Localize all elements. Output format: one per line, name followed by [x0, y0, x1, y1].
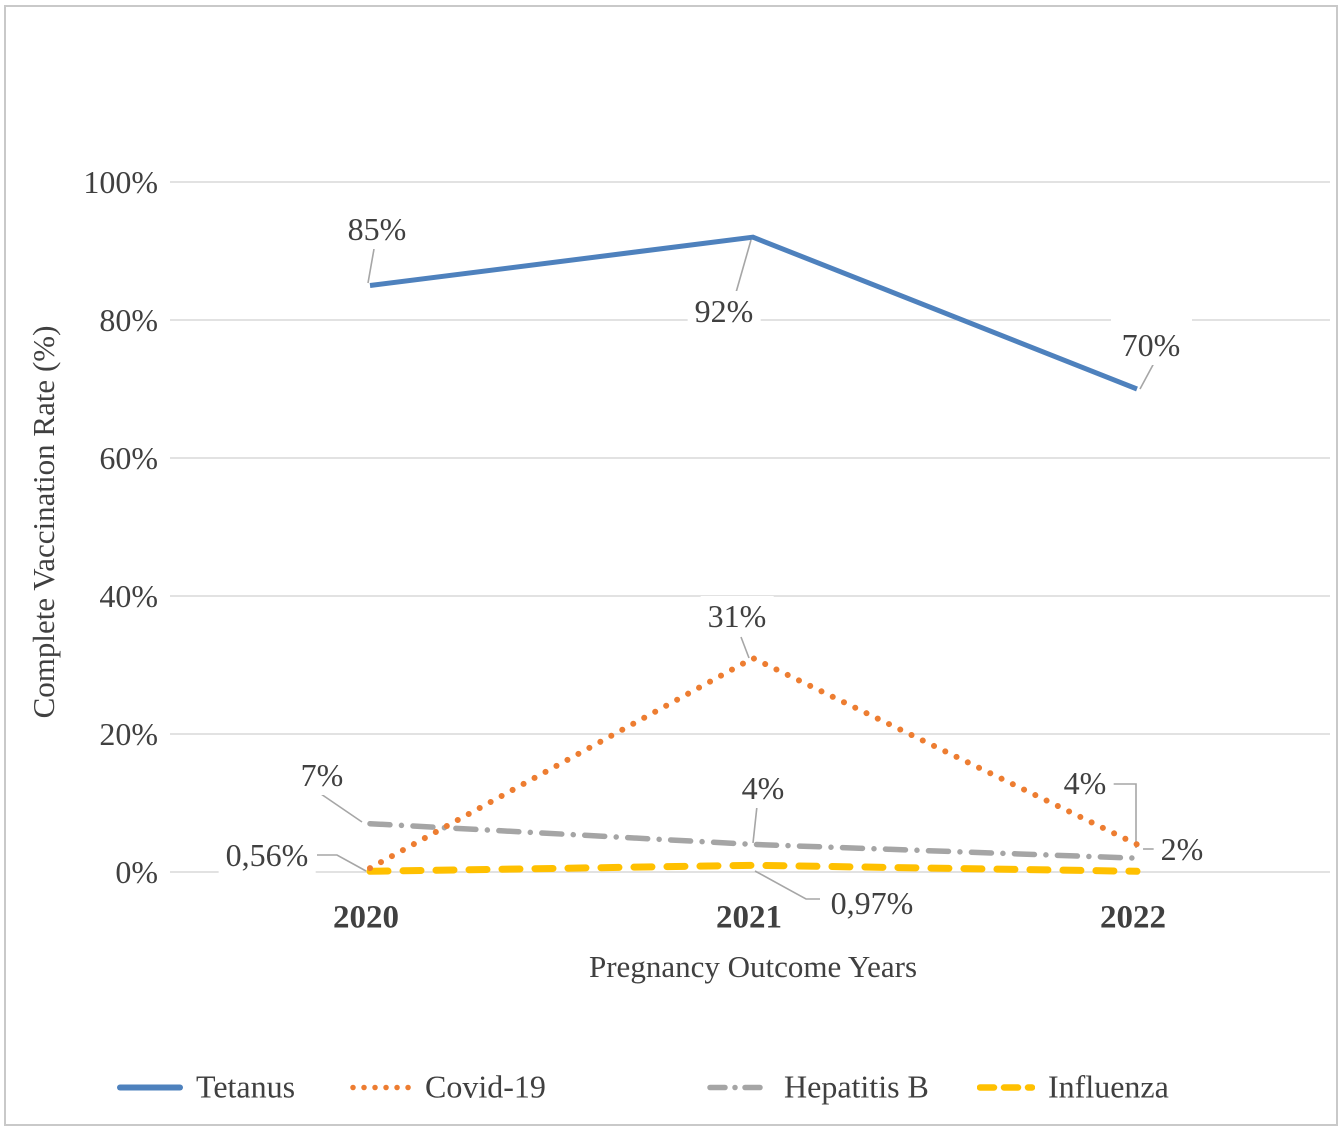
- leader-line-4: [740, 636, 750, 659]
- legend-label: Tetanus: [196, 1068, 296, 1105]
- legend-item-influenza: Influenza: [977, 1069, 1169, 1106]
- y-axis-title: Complete Vaccination Rate (%): [26, 325, 61, 719]
- y-tick-label: 20%: [99, 716, 158, 752]
- data-label-covid-19-2022: 4%: [1056, 763, 1114, 803]
- y-tick-label: 0%: [115, 854, 158, 890]
- legend-item-tetanus: Tetanus: [117, 1069, 295, 1106]
- data-label-hepatitis-b-2020: 7%: [293, 755, 351, 795]
- leader-line-9: [754, 870, 820, 900]
- leader-line-1: [734, 239, 752, 297]
- legend-label: Influenza: [1048, 1068, 1169, 1105]
- legend-item-covid-19: Covid-19: [350, 1069, 546, 1106]
- leader-line-7: [752, 805, 758, 844]
- y-tick-label: 60%: [99, 440, 158, 476]
- legend-label: Covid-19: [425, 1068, 546, 1105]
- series-line-covid-19: [367, 654, 1140, 872]
- legend-swatch-icon: [117, 1084, 183, 1090]
- data-label-hepatitis-b-2021: 4%: [734, 768, 792, 808]
- y-tick-label: 80%: [99, 302, 158, 338]
- leader-line-6: [320, 793, 363, 823]
- series-line-tetanus: [369, 234, 1138, 392]
- series-line-hepatitis-b: [367, 820, 1140, 861]
- data-label-influenza-2021: 0,97%: [823, 883, 921, 923]
- data-label-covid-19-2020: 0,56%: [218, 835, 316, 875]
- leader-line-2: [1139, 362, 1155, 390]
- x-axis-title: Pregnancy Outcome Years: [588, 949, 918, 984]
- y-tick-label: 100%: [83, 164, 158, 200]
- x-tick-label: 2021: [716, 899, 782, 936]
- legend-item-hepatitis-b: Hepatitis B: [707, 1069, 929, 1106]
- data-label-tetanus-2021: 92%: [687, 291, 761, 331]
- legend-swatch-icon: [707, 1084, 771, 1090]
- data-label-tetanus-2020: 85%: [340, 209, 414, 249]
- series-line-influenza: [366, 861, 1141, 875]
- legend-swatch-icon: [350, 1084, 412, 1090]
- data-label-hepatitis-b-2022: 2%: [1153, 829, 1211, 869]
- data-label-tetanus-2022: 70%: [1114, 325, 1188, 365]
- leader-line-3: [317, 854, 367, 872]
- leader-line-5: [1112, 783, 1137, 848]
- x-tick-label: 2022: [1100, 899, 1166, 936]
- data-label-covid-19-2021: 31%: [700, 596, 774, 636]
- legend-swatch-icon: [977, 1083, 1035, 1091]
- leader-line-0: [367, 248, 375, 284]
- y-tick-label: 40%: [99, 578, 158, 614]
- legend-label: Hepatitis B: [784, 1068, 929, 1105]
- x-tick-label: 2020: [333, 899, 399, 936]
